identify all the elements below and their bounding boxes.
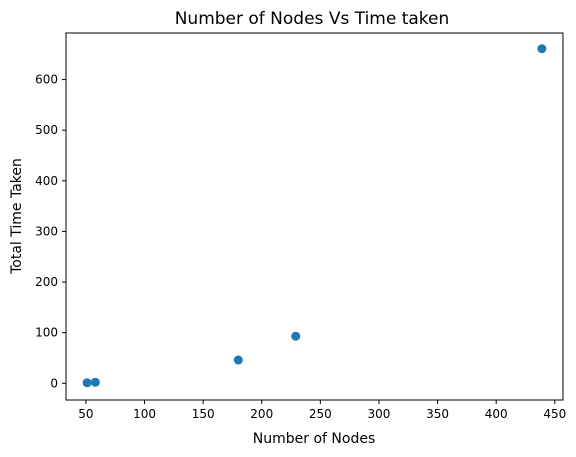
data-point	[291, 331, 301, 341]
y-tick-label: 200	[35, 275, 58, 289]
data-point	[233, 355, 243, 365]
chart-title: Number of Nodes Vs Time taken	[175, 9, 450, 29]
x-tick-label: 250	[309, 407, 332, 421]
y-tick-label: 600	[35, 73, 58, 87]
x-axis: 50 100 150 200 250 300 350 400 450	[78, 400, 566, 421]
y-tick-label: 100	[35, 326, 58, 340]
y-axis-label: Total Time Taken	[9, 158, 25, 275]
y-axis: 0 100 200 300 400 500 600	[35, 73, 66, 390]
data-point	[537, 44, 547, 54]
x-tick-label: 150	[192, 407, 215, 421]
data-point	[90, 377, 100, 387]
y-tick-label: 500	[35, 123, 58, 137]
x-tick-label: 450	[543, 407, 566, 421]
y-tick-label: 300	[35, 224, 58, 238]
x-tick-label: 400	[485, 407, 508, 421]
x-axis-label: Number of Nodes	[253, 431, 375, 447]
x-tick-label: 100	[133, 407, 156, 421]
data-point	[82, 378, 92, 388]
x-tick-label: 300	[368, 407, 391, 421]
x-tick-label: 50	[78, 407, 93, 421]
y-tick-label: 400	[35, 174, 58, 188]
points-layer	[82, 44, 547, 388]
plot-frame	[65, 32, 564, 401]
x-tick-label: 200	[250, 407, 273, 421]
x-tick-label: 350	[426, 407, 449, 421]
y-tick-label: 0	[50, 376, 58, 390]
